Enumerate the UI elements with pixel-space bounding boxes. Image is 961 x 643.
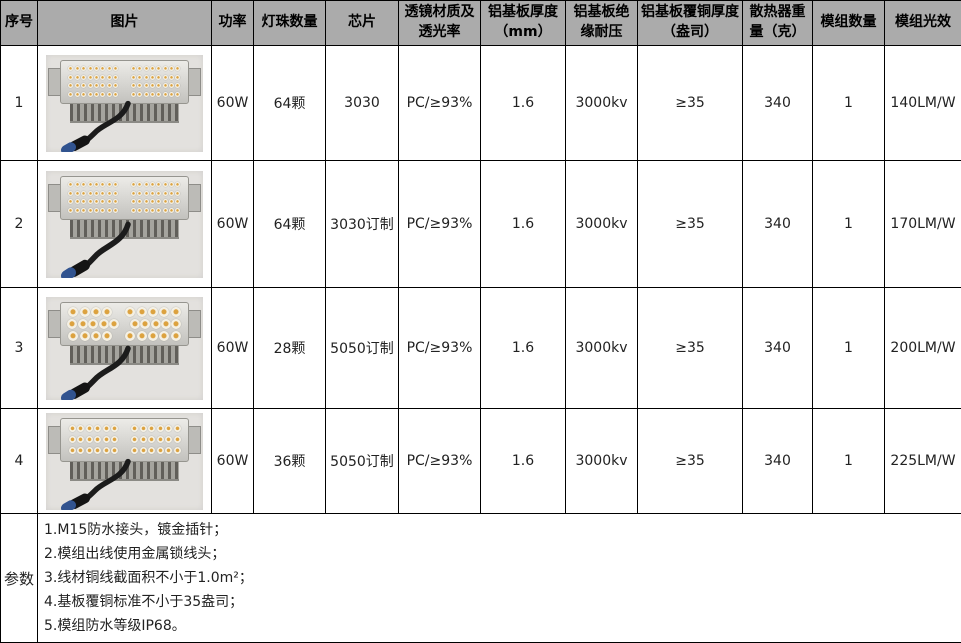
connector-tip-blue: [66, 394, 71, 397]
params-label: 参数: [1, 514, 38, 643]
connector-body: [74, 140, 85, 146]
power-cable: [46, 171, 203, 278]
connector-tip-blue: [66, 272, 71, 275]
param-note: 5.模组防水等级IP68。: [44, 614, 955, 638]
insulation-cell: 3000kv: [566, 161, 638, 288]
power-cable: [46, 297, 203, 400]
params-notes: 1.M15防水接头，镀金插针；2.模组出线使用金属锁线头；3.线材铜线截面积不小…: [38, 514, 961, 642]
power-cell: 60W: [212, 288, 254, 409]
power-cell: 60W: [212, 46, 254, 161]
param-note: 4.基板覆铜标准不小于35盎司；: [44, 590, 955, 614]
board-thickness-cell: 1.6: [481, 409, 566, 514]
led-module-photo: [46, 297, 203, 400]
lens-cell: PC/≥93%: [399, 409, 481, 514]
connector-body: [74, 387, 85, 393]
cable-wire: [84, 461, 128, 500]
photo-cell: [38, 46, 212, 161]
table-row: 2 60W 64颗 3030订制 PC/≥93: [1, 161, 961, 288]
module-count-cell: 1: [813, 161, 885, 288]
module-count-cell: 1: [813, 46, 885, 161]
power-cable: [46, 55, 203, 152]
photo-cell: [38, 161, 212, 288]
table-row: 1 60W 64颗 3030 PC/≥93%: [1, 46, 961, 161]
col-header-module-count: 模组数量: [813, 1, 885, 46]
led-count-cell: 28颗: [254, 288, 326, 409]
param-note: 3.线材铜线截面积不小于1.0m²；: [44, 566, 955, 590]
lens-cell: PC/≥93%: [399, 161, 481, 288]
col-header-copper-thickness: 铝基板覆铜厚度（盎司）: [638, 1, 743, 46]
col-header-led-count: 灯珠数量: [254, 1, 326, 46]
col-header-serial: 序号: [1, 1, 38, 46]
cable-wire: [84, 103, 128, 142]
heatsink-weight-cell: 340: [743, 409, 813, 514]
chip-cell: 5050订制: [326, 288, 399, 409]
heatsink-weight-cell: 340: [743, 46, 813, 161]
power-cell: 60W: [212, 161, 254, 288]
col-header-power: 功率: [212, 1, 254, 46]
connector-tip-blue: [66, 147, 71, 150]
col-header-heatsink-weight: 散热器重量（克）: [743, 1, 813, 46]
params-notes-cell: 1.M15防水接头，镀金插针；2.模组出线使用金属锁线头；3.线材铜线截面积不小…: [38, 514, 961, 643]
chip-cell: 5050订制: [326, 409, 399, 514]
params-row: 参数 1.M15防水接头，镀金插针；2.模组出线使用金属锁线头；3.线材铜线截面…: [1, 514, 961, 643]
col-header-board-thickness: 铝基板厚度（mm）: [481, 1, 566, 46]
power-cable: [46, 413, 203, 510]
col-header-efficacy: 模组光效: [885, 1, 961, 46]
insulation-cell: 3000kv: [566, 46, 638, 161]
cable-wire: [84, 348, 128, 389]
serial-cell: 2: [1, 161, 38, 288]
cable-wire: [84, 224, 128, 267]
efficacy-cell: 170LM/W: [885, 161, 961, 288]
heatsink-weight-cell: 340: [743, 161, 813, 288]
photo-cell: [38, 409, 212, 514]
table-row: 3 60W 28颗 5050订制 PC/≥93: [1, 288, 961, 409]
efficacy-cell: 200LM/W: [885, 288, 961, 409]
copper-cell: ≥35: [638, 409, 743, 514]
copper-cell: ≥35: [638, 288, 743, 409]
param-note: 1.M15防水接头，镀金插针；: [44, 518, 955, 542]
board-thickness-cell: 1.6: [481, 288, 566, 409]
efficacy-cell: 225LM/W: [885, 409, 961, 514]
module-count-cell: 1: [813, 409, 885, 514]
insulation-cell: 3000kv: [566, 288, 638, 409]
col-header-chip: 芯片: [326, 1, 399, 46]
board-thickness-cell: 1.6: [481, 161, 566, 288]
heatsink-weight-cell: 340: [743, 288, 813, 409]
photo-cell: [38, 288, 212, 409]
serial-cell: 3: [1, 288, 38, 409]
copper-cell: ≥35: [638, 161, 743, 288]
efficacy-cell: 140LM/W: [885, 46, 961, 161]
board-thickness-cell: 1.6: [481, 46, 566, 161]
copper-cell: ≥35: [638, 46, 743, 161]
led-module-photo: [46, 55, 203, 152]
connector-body: [74, 265, 85, 271]
col-header-photo: 图片: [38, 1, 212, 46]
led-module-photo: [46, 413, 203, 510]
led-count-cell: 64颗: [254, 161, 326, 288]
lens-cell: PC/≥93%: [399, 288, 481, 409]
chip-cell: 3030订制: [326, 161, 399, 288]
serial-cell: 4: [1, 409, 38, 514]
lens-cell: PC/≥93%: [399, 46, 481, 161]
insulation-cell: 3000kv: [566, 409, 638, 514]
param-note: 2.模组出线使用金属锁线头；: [44, 542, 955, 566]
connector-tip-blue: [66, 505, 71, 508]
module-count-cell: 1: [813, 288, 885, 409]
led-module-photo: [46, 171, 203, 278]
connector-body: [74, 498, 85, 504]
col-header-lens: 透镜材质及透光率: [399, 1, 481, 46]
table-row: 4 60W 36颗 5050订制 PC/≥93: [1, 409, 961, 514]
col-header-insulation: 铝基板绝缘耐压: [566, 1, 638, 46]
led-count-cell: 64颗: [254, 46, 326, 161]
chip-cell: 3030: [326, 46, 399, 161]
table-header: 序号 图片 功率 灯珠数量 芯片 透镜材质及透光率 铝基板厚度（mm） 铝基板绝…: [1, 1, 961, 46]
led-count-cell: 36颗: [254, 409, 326, 514]
serial-cell: 1: [1, 46, 38, 161]
power-cell: 60W: [212, 409, 254, 514]
